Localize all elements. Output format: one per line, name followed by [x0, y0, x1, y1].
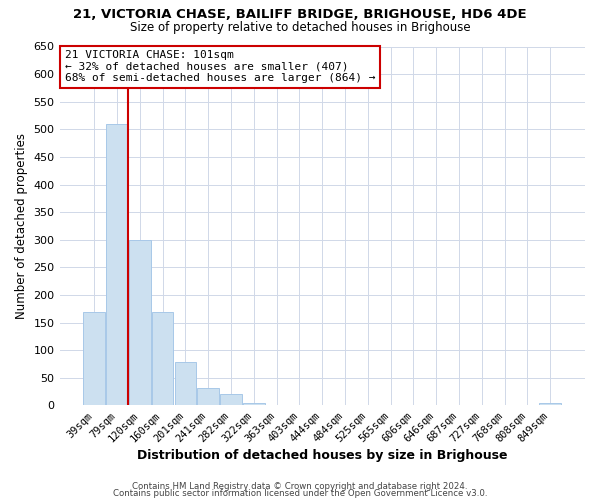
Bar	[197, 388, 219, 406]
Bar	[106, 124, 128, 406]
Bar	[243, 402, 265, 406]
Text: Size of property relative to detached houses in Brighouse: Size of property relative to detached ho…	[130, 21, 470, 34]
Text: Contains HM Land Registry data © Crown copyright and database right 2024.: Contains HM Land Registry data © Crown c…	[132, 482, 468, 491]
Text: Contains public sector information licensed under the Open Government Licence v3: Contains public sector information licen…	[113, 489, 487, 498]
Bar	[83, 312, 105, 406]
Y-axis label: Number of detached properties: Number of detached properties	[15, 133, 28, 319]
Bar	[539, 402, 561, 406]
Text: 21, VICTORIA CHASE, BAILIFF BRIDGE, BRIGHOUSE, HD6 4DE: 21, VICTORIA CHASE, BAILIFF BRIDGE, BRIG…	[73, 8, 527, 20]
Bar	[152, 312, 173, 406]
Bar	[220, 394, 242, 406]
X-axis label: Distribution of detached houses by size in Brighouse: Distribution of detached houses by size …	[137, 450, 508, 462]
Text: 21 VICTORIA CHASE: 101sqm
← 32% of detached houses are smaller (407)
68% of semi: 21 VICTORIA CHASE: 101sqm ← 32% of detac…	[65, 50, 375, 84]
Bar	[175, 362, 196, 406]
Bar	[129, 240, 151, 406]
